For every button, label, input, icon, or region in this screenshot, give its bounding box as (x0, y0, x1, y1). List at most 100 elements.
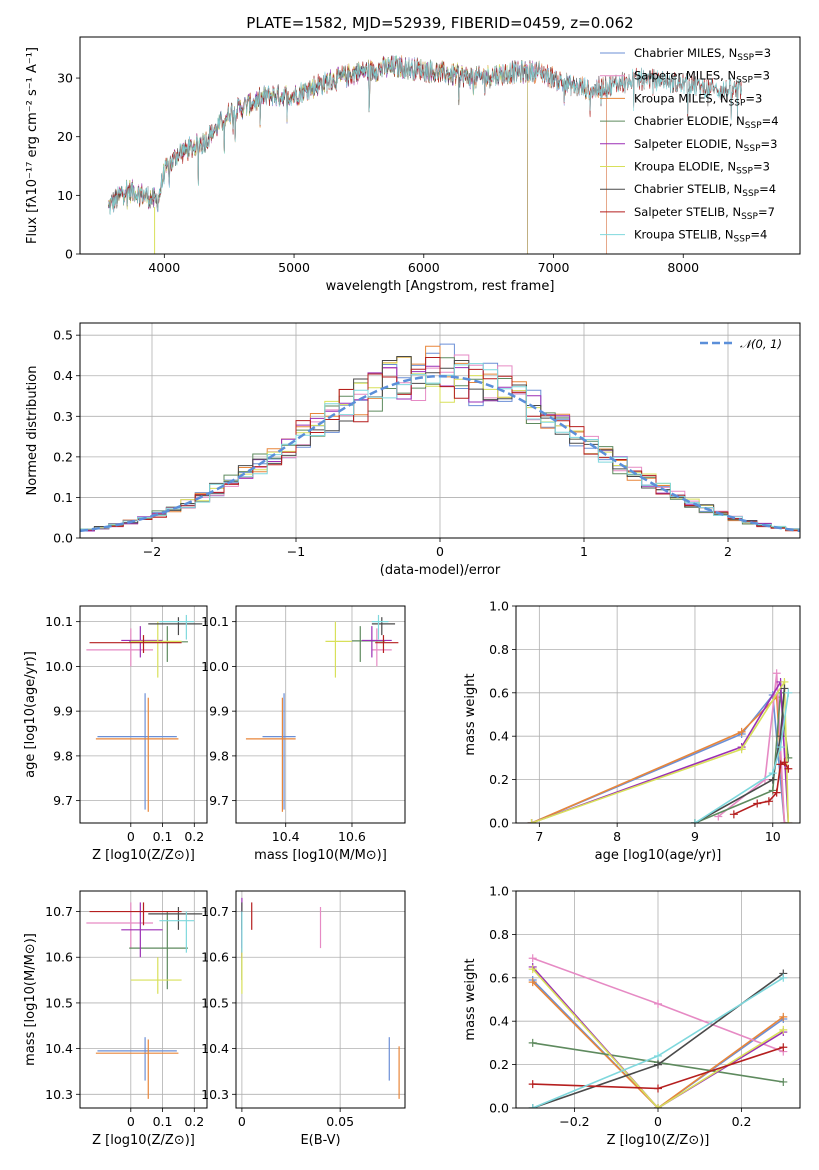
x-tick-label: 0 (127, 1114, 135, 1129)
y-tick-label: 10.0 (201, 659, 229, 674)
mass-weight-line (532, 968, 784, 1108)
data-point-marker (737, 727, 746, 736)
data-point-marker (528, 965, 537, 974)
data-point-marker (772, 788, 781, 797)
chart-title: PLATE=1582, MJD=52939, FIBERID=0459, z=0… (246, 14, 633, 32)
x-tick-label: 0 (436, 544, 444, 559)
data-point-marker (784, 819, 793, 823)
data-point-marker (780, 758, 789, 767)
data-point-marker (654, 1104, 662, 1108)
plot-area (245, 614, 399, 812)
x-tick-label: 8000 (667, 260, 699, 275)
x-axis-label: E(B-V) (300, 1133, 340, 1148)
data-point-marker (737, 745, 746, 754)
x-tick-label: 0.1 (153, 1114, 173, 1129)
data-point-marker (654, 1060, 662, 1069)
data-point-marker (690, 819, 699, 823)
x-tick-label: −1 (287, 544, 305, 559)
chart-panel-6: 0 0.05 10.3 10.4 10.5 10.6 10.7 E(B-V) (201, 890, 406, 1148)
data-point-marker (780, 819, 789, 823)
x-tick-label: 0.05 (326, 1114, 354, 1129)
plot-area (80, 343, 800, 533)
y-tick-label: 0.8 (489, 927, 509, 942)
chart-panel-5: 0 0.1 0.2 10.3 10.4 10.5 10.6 10.7 Z [log10(Z/Z⊙… (23, 890, 208, 1148)
y-tick-label: 0.2 (489, 1057, 509, 1072)
mass-weight-line (531, 695, 786, 823)
legend-entry: Kroupa STELIB, NSSP=4 (634, 228, 767, 245)
y-tick-label: 9.9 (209, 704, 229, 719)
y-tick-label: 9.9 (53, 704, 73, 719)
legend-entry: Kroupa MILES, NSSP=3 (634, 91, 762, 108)
plot-area (108, 55, 742, 254)
legend-entry: Chabrier ELODIE, NSSP=4 (634, 114, 779, 131)
x-tick-label: 7000 (538, 260, 570, 275)
y-tick-label: 10.3 (201, 1087, 229, 1102)
axes-frame (235, 605, 406, 824)
legend: Chabrier MILES, NSSP=3 Salpeter MILES, NS… (600, 46, 779, 245)
chart-panel-7: −0.2 0 0.2 0.0 0.2 0.4 0.6 0.8 1.0 Z [log10(Z/Z⊙)… (463, 884, 801, 1148)
mass-weight-line (531, 679, 790, 823)
x-tick-label: 0.2 (732, 1114, 752, 1129)
plot-area (86, 902, 203, 1099)
y-axis-label: mass [log10(M/M⊙)] (23, 933, 38, 1066)
y-tick-label: 10.4 (45, 1041, 73, 1056)
y-axis-label: Normed distribution (25, 366, 40, 496)
y-tick-label: 0.1 (53, 490, 73, 505)
x-axis-label: Z [log10(Z/Z⊙)] (92, 1133, 195, 1148)
data-point-marker (753, 799, 762, 808)
y-tick-label: 0.5 (53, 328, 73, 343)
y-tick-label: 10.6 (201, 950, 229, 965)
axes-frame (515, 890, 801, 1109)
x-tick-label: 10.4 (272, 829, 300, 844)
x-tick-label: 10 (765, 829, 781, 844)
axes-frame (79, 890, 208, 1109)
y-tick-label: 10.3 (45, 1087, 73, 1102)
axes-frame (235, 890, 406, 1109)
mass-weight-line (531, 692, 786, 823)
y-tick-label: 10.5 (45, 995, 73, 1010)
axes-frame (79, 36, 801, 255)
data-point-marker (784, 688, 793, 697)
data-point-marker (776, 760, 785, 769)
mass-weight-line (694, 692, 790, 823)
y-tick-label: 0.6 (489, 970, 509, 985)
y-tick-label: 0.8 (489, 642, 509, 657)
x-tick-label: 4000 (148, 260, 180, 275)
y-tick-label: 1.0 (489, 884, 509, 899)
mass-weight-line (532, 966, 784, 1108)
x-tick-label: 0.2 (184, 829, 204, 844)
y-tick-label: 0.0 (489, 816, 509, 831)
legend-entry: Chabrier MILES, NSSP=3 (634, 46, 771, 63)
y-tick-label: 9.8 (53, 748, 73, 763)
mass-weight-line (733, 761, 789, 816)
axes-frame (515, 605, 801, 824)
y-axis-label: age [log10(age/yr)] (23, 651, 38, 778)
x-tick-label: −0.2 (559, 1114, 589, 1129)
x-tick-label: 2 (724, 544, 732, 559)
data-point-marker (729, 810, 738, 819)
y-tick-label: 10.0 (45, 659, 73, 674)
mass-weight-line (694, 688, 786, 823)
axes-frame (79, 605, 208, 824)
data-point-marker (528, 1038, 537, 1047)
y-tick-label: 10.1 (201, 614, 229, 629)
y-tick-label: 0.4 (53, 368, 73, 383)
data-point-marker (780, 684, 789, 693)
data-point-marker (654, 999, 662, 1008)
legend-entry: Kroupa ELODIE, NSSP=3 (634, 160, 770, 177)
data-point-marker (772, 669, 781, 678)
x-axis-label: Z [log10(Z/Z⊙)] (607, 1133, 710, 1148)
y-tick-label: 10.6 (45, 950, 73, 965)
y-tick-label: 20 (57, 129, 73, 144)
chart-panel-2: 0 0.1 0.2 9.7 9.8 9.9 10.0 10.1 Z [log10(Z/Z⊙)] a… (23, 605, 208, 863)
chart-panel-0: 4000 5000 6000 7000 8000 0 10 20 30 wavelength [A… (25, 36, 801, 294)
data-point-marker (654, 1084, 662, 1093)
mass-weight-line (531, 679, 790, 823)
y-axis-label: mass weight (463, 673, 478, 755)
x-tick-label: 7 (535, 829, 543, 844)
plot-area (528, 954, 788, 1108)
y-tick-label: 0.2 (53, 449, 73, 464)
normal-curve (80, 374, 800, 533)
y-tick-label: 0.3 (53, 409, 73, 424)
y-tick-label: 9.7 (209, 793, 229, 808)
